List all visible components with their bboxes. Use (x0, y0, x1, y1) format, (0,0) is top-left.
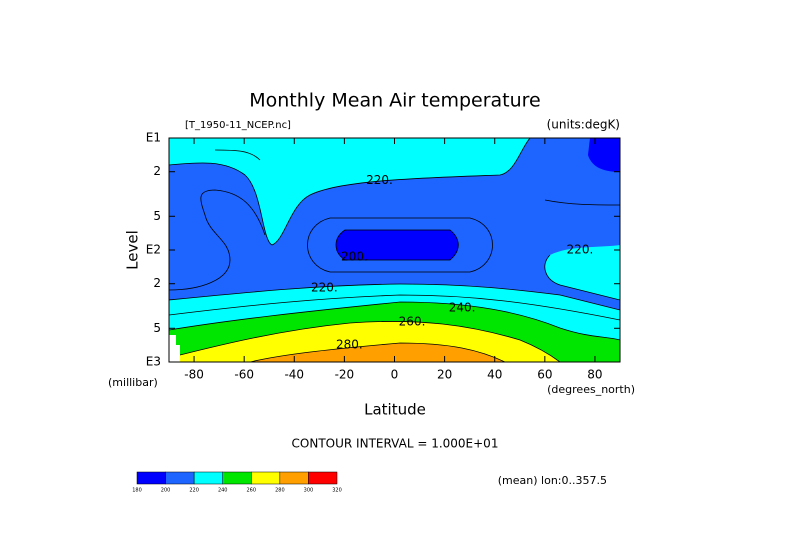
source-label: [T_1950-11_NCEP.nc] (185, 120, 291, 131)
units-label: (units:degK) (547, 118, 620, 132)
y-tick-label: E3 (146, 355, 161, 369)
contour-label: 260. (399, 315, 426, 329)
x-tick-label: -20 (335, 368, 355, 382)
colorbar-box (165, 471, 195, 485)
contour-line (307, 217, 493, 273)
x-tick-label: -40 (284, 368, 304, 382)
contour-label: 200. (341, 250, 368, 264)
colorbar-label: 300 (304, 488, 314, 494)
contour-label: 220. (567, 243, 594, 257)
y-axis-label: Level (124, 230, 142, 270)
contour-line (169, 189, 266, 291)
contour-interval: CONTOUR INTERVAL = 1.000E+01 (292, 437, 499, 451)
colorbar-box (279, 471, 309, 485)
colorbar-label: 180 (132, 488, 142, 494)
contour-line (335, 229, 459, 261)
chart-title: Monthly Mean Air temperature (249, 90, 540, 112)
y-tick-label: E2 (146, 243, 161, 257)
x-tick-label: -80 (184, 368, 204, 382)
contour-label: 280. (336, 337, 363, 351)
colorbar-label: 200 (161, 488, 171, 494)
colorbar-label: 220 (189, 488, 199, 494)
y-tick-label: 5 (153, 209, 161, 223)
colorbar-label: 320 (332, 488, 342, 494)
y-tick-label: 5 (153, 321, 161, 335)
colorbar-box (136, 471, 166, 485)
contour-line (179, 320, 561, 362)
contour-line (169, 294, 620, 321)
x-axis-label: Latitude (364, 401, 426, 419)
y-tick-label: E1 (146, 131, 161, 145)
x-units: (degrees_north) (547, 383, 635, 396)
colorbar-label: 280 (275, 488, 285, 494)
contour-label: 220. (311, 280, 338, 294)
y-tick-label: 2 (153, 276, 161, 290)
contour-line (214, 149, 261, 161)
x-tick-label: 80 (587, 368, 602, 382)
missing-region (169, 335, 180, 362)
colorbar-box (222, 471, 252, 485)
x-tick-label: -60 (234, 368, 254, 382)
colorbar-label: 240 (218, 488, 228, 494)
colorbar-label: 260 (247, 488, 257, 494)
contour-line (169, 301, 620, 341)
y-tick-label: 2 (153, 164, 161, 178)
colorbar-box (193, 471, 223, 485)
contour-line (169, 283, 620, 311)
x-tick-label: 20 (437, 368, 452, 382)
contour-line (544, 199, 620, 206)
contour-line (169, 138, 531, 246)
x-tick-label: 0 (391, 368, 399, 382)
contour-line (249, 342, 506, 362)
contour-field (169, 138, 620, 362)
colorbar-box (251, 471, 281, 485)
x-tick-label: 40 (487, 368, 502, 382)
contour-label: 240. (449, 301, 476, 315)
x-tick-label: 60 (537, 368, 552, 382)
contour-line (544, 254, 620, 301)
contour-region (250, 343, 505, 362)
contour-region (336, 230, 459, 260)
colorbar-box (308, 471, 338, 485)
y-units: (millibar) (108, 376, 158, 389)
contour-label: 220. (366, 173, 393, 187)
average-note: (mean) lon:0..357.5 (498, 474, 607, 487)
contour-region (588, 138, 620, 172)
